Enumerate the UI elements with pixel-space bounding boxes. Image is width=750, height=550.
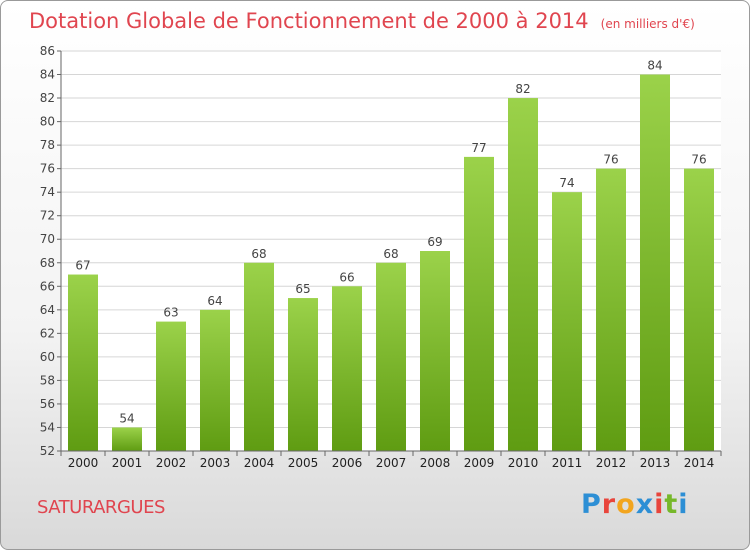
x-tick-label: 2000 [68,456,99,470]
logo-letter: o [616,489,636,520]
data-label: 76 [603,153,618,167]
x-tick-label: 2010 [508,456,539,470]
bar [156,321,186,451]
y-tick-label: 54 [40,420,55,434]
x-tick-label: 2013 [640,456,671,470]
data-label: 69 [427,235,442,249]
y-tick-label: 68 [40,256,55,270]
y-tick-label: 58 [40,373,55,387]
bar [420,251,450,451]
bar [464,156,494,451]
data-label: 54 [119,411,134,425]
logo-letter: x [635,489,655,520]
y-tick-label: 84 [40,68,55,82]
y-tick-label: 76 [40,162,55,176]
data-label: 84 [647,59,662,73]
y-tick-label: 80 [40,115,55,129]
commune-name: SATURARGUES [37,497,165,518]
bar [376,262,406,451]
logo-letter: i [654,489,665,520]
x-tick-label: 2008 [420,456,451,470]
data-label: 66 [339,270,354,284]
bar [332,286,362,451]
y-tick-label: 72 [40,209,55,223]
y-tick-label: 74 [40,185,55,199]
data-label: 74 [559,176,574,190]
bar [288,298,318,451]
logo-letter: P [581,489,602,520]
data-label: 68 [383,247,398,261]
logo-letter: t [664,489,679,520]
y-tick-label: 64 [40,303,55,317]
data-label: 77 [471,141,486,155]
x-tick-label: 2003 [200,456,231,470]
chart-subtitle: (en milliers d'€) [600,17,695,31]
x-tick-label: 2006 [332,456,363,470]
bars: 67 54 63 64 68 65 66 68 69 77 82 74 76 84 76 [68,59,714,452]
logo-letter: r [601,489,617,520]
x-tick-label: 2004 [244,456,275,470]
x-tick-label: 2005 [288,456,319,470]
bar [552,192,582,452]
data-label: 64 [207,294,222,308]
y-tick-label: 52 [40,444,55,458]
x-tick-label: 2012 [596,456,627,470]
bar [508,98,538,451]
logo-letter: i [678,489,689,520]
y-tick-label: 66 [40,279,55,293]
data-label: 65 [295,282,310,296]
bar [68,274,98,451]
bar [112,427,142,451]
x-axis: 2000 2001 2002 2003 2004 2005 2006 2007 2008 2009… [60,450,722,470]
bar [684,168,714,451]
data-label: 68 [251,247,266,261]
y-tick-label: 70 [40,232,55,246]
y-tick-label: 62 [40,326,55,340]
y-tick-label: 60 [40,350,55,364]
x-tick-label: 2011 [552,456,583,470]
x-tick-label: 2007 [376,456,407,470]
chart-title-text: Dotation Globale de Fonctionnement de 20… [29,9,589,33]
bar [640,74,670,451]
x-tick-label: 2001 [112,456,143,470]
x-tick-label: 2002 [156,456,187,470]
data-label: 67 [75,259,90,273]
x-tick-label: 2014 [684,456,715,470]
y-tick-label: 78 [40,138,55,152]
data-label: 63 [163,306,178,320]
y-tick-label: 56 [40,397,55,411]
data-label: 82 [515,82,530,96]
y-tick-label: 82 [40,91,55,105]
data-label: 76 [691,153,706,167]
bar [200,309,230,451]
bar [244,262,274,451]
y-tick-label: 86 [40,44,55,58]
proxiti-logo: Proxiti [581,489,689,520]
bar [596,168,626,451]
x-tick-label: 2009 [464,456,495,470]
chart-title: Dotation Globale de Fonctionnement de 20… [29,9,695,33]
y-axis: 52 54 56 58 60 62 64 66 68 70 72 74 76 78 80 82 84 86 [40,44,62,458]
